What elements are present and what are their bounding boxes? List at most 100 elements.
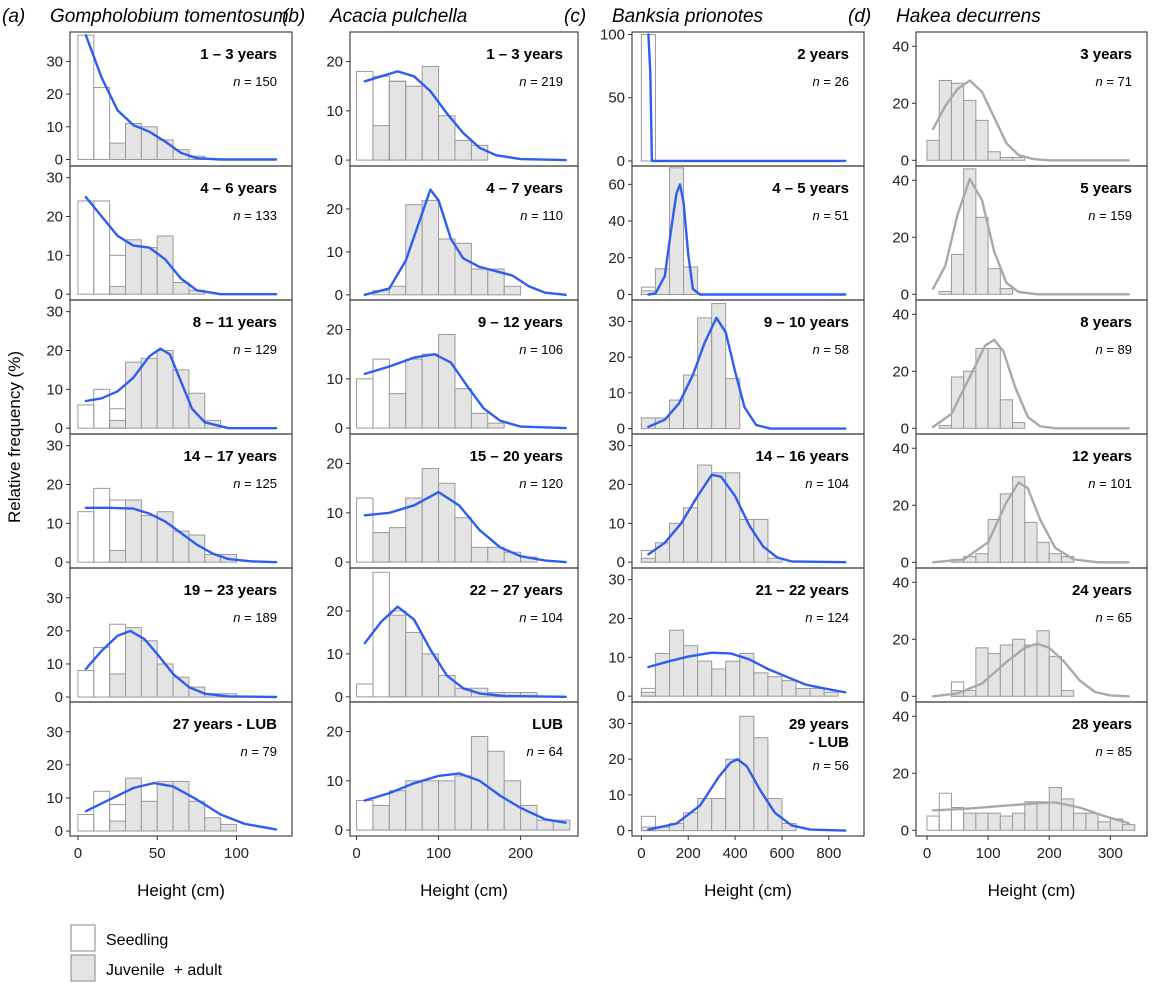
n-symbol: n bbox=[812, 74, 819, 89]
bar-juvenile bbox=[767, 676, 783, 697]
bar-juvenile bbox=[470, 268, 489, 296]
y-tick-label: 20 bbox=[326, 201, 343, 218]
facet-age-label: 4 – 7 years bbox=[486, 180, 563, 197]
y-tick-label: 0 bbox=[901, 420, 909, 437]
bar-juvenile bbox=[725, 472, 741, 563]
facet-age-label: 1 – 3 years bbox=[200, 46, 277, 63]
bar-juvenile bbox=[725, 378, 741, 430]
x-tick-label: 0 bbox=[637, 845, 645, 862]
bar-juvenile bbox=[388, 80, 407, 161]
facet: 0 10 20 15 – 20 years n = 120 bbox=[326, 433, 579, 571]
bar-juvenile bbox=[487, 750, 505, 831]
bar-juvenile bbox=[999, 399, 1014, 429]
bar-juvenile bbox=[668, 167, 685, 295]
n-symbol: n bbox=[519, 342, 526, 357]
bar-juvenile bbox=[388, 790, 407, 831]
bar-juvenile bbox=[1048, 553, 1062, 563]
x-tick-label: 100 bbox=[224, 845, 249, 862]
y-tick-label: 0 bbox=[55, 689, 63, 706]
bar-juvenile bbox=[438, 333, 456, 429]
bar-juvenile bbox=[654, 652, 670, 697]
bar-seedling bbox=[356, 683, 374, 698]
x-tick-label: 100 bbox=[976, 845, 1001, 862]
x-tick-label: 0 bbox=[352, 845, 360, 862]
bar-juvenile bbox=[405, 631, 423, 698]
bar-juvenile bbox=[1012, 156, 1026, 161]
facet-age-label: 21 – 22 years bbox=[756, 582, 849, 599]
bar-juvenile bbox=[987, 812, 1001, 831]
bar-juvenile bbox=[388, 527, 407, 563]
bar-juvenile bbox=[454, 517, 472, 563]
facet-n-label: n = 106 bbox=[519, 342, 563, 357]
facet-age-label: LUB bbox=[532, 716, 563, 733]
bar-juvenile bbox=[711, 303, 727, 430]
facet: 0 20 40 12 years n = 101 bbox=[892, 433, 1148, 571]
facet-n-label: n = 133 bbox=[233, 208, 277, 223]
y-tick-label: 60 bbox=[608, 176, 625, 193]
y-tick-label: 40 bbox=[892, 574, 909, 591]
y-tick-label: 0 bbox=[55, 554, 63, 571]
n-value: = 51 bbox=[820, 208, 849, 223]
n-symbol: n bbox=[519, 74, 526, 89]
bar-seedling bbox=[77, 34, 95, 160]
y-tick-label: 20 bbox=[46, 208, 63, 225]
bar-juvenile bbox=[372, 804, 390, 831]
y-tick-label: 10 bbox=[608, 515, 625, 532]
n-value: = 101 bbox=[1095, 476, 1132, 491]
y-tick-label: 10 bbox=[326, 773, 343, 790]
panel-letter: (c) bbox=[564, 6, 586, 27]
bar-seedling bbox=[950, 681, 965, 697]
panel-2: (b) Acacia pulchella 0 10 20 1 – 3 years n = 2… bbox=[282, 6, 579, 900]
facet-age-label: 4 – 5 years bbox=[772, 180, 849, 197]
bar-seedling bbox=[93, 646, 111, 698]
facet-age-label: 24 years bbox=[1072, 582, 1132, 599]
bar-juvenile bbox=[405, 780, 423, 831]
bar-juvenile bbox=[975, 812, 989, 831]
bar-juvenile bbox=[487, 268, 505, 296]
x-axis-title: Height (cm) bbox=[704, 881, 792, 900]
y-tick-label: 20 bbox=[46, 623, 63, 640]
bar-juvenile bbox=[999, 156, 1014, 161]
bar-juvenile bbox=[109, 673, 127, 698]
y-tick-label: 10 bbox=[46, 515, 63, 532]
facet: 0 20 40 24 years n = 65 bbox=[892, 567, 1148, 705]
legend-label-juvenile-adult: Juvenile + adult bbox=[106, 962, 223, 979]
bar-juvenile bbox=[1060, 690, 1075, 697]
bar-juvenile bbox=[1048, 655, 1062, 697]
n-value: = 189 bbox=[240, 610, 277, 625]
bar-juvenile bbox=[220, 823, 237, 832]
facet-age-label: 4 – 6 years bbox=[200, 180, 277, 197]
y-tick-label: 0 bbox=[55, 823, 63, 840]
bar-juvenile bbox=[975, 119, 989, 161]
bar-seedling bbox=[356, 378, 374, 429]
n-value: = 133 bbox=[240, 208, 277, 223]
facet-n-label: n = 65 bbox=[1095, 610, 1132, 625]
bar-juvenile bbox=[987, 268, 1001, 295]
bar-juvenile bbox=[421, 199, 440, 296]
y-tick-label: 40 bbox=[892, 172, 909, 189]
bar-juvenile bbox=[640, 557, 656, 563]
bar-juvenile bbox=[1085, 812, 1099, 831]
y-tick-label: 40 bbox=[892, 38, 909, 55]
bar-juvenile bbox=[140, 247, 158, 295]
n-value: = 110 bbox=[527, 208, 563, 223]
bar-seedling bbox=[372, 571, 390, 698]
facet-n-label: n = 124 bbox=[805, 610, 849, 625]
bar-juvenile bbox=[697, 797, 713, 832]
n-symbol: n bbox=[233, 74, 240, 89]
bar-juvenile bbox=[454, 139, 472, 161]
n-symbol: n bbox=[233, 476, 240, 491]
x-axis-title: Height (cm) bbox=[420, 881, 508, 900]
facet-age-label: 14 – 16 years bbox=[756, 448, 849, 465]
bar-juvenile bbox=[140, 515, 158, 563]
n-symbol: n bbox=[812, 758, 819, 773]
facet-n-label: n = 189 bbox=[233, 610, 277, 625]
density-curve bbox=[84, 629, 278, 699]
density-curve bbox=[84, 506, 278, 564]
facet-age-label: 5 years bbox=[1080, 180, 1132, 197]
bar-seedling bbox=[356, 800, 374, 831]
y-tick-label: 0 bbox=[901, 688, 909, 705]
panel-4: (d) Hakea decurrens 0 20 40 3 years n = 71 0 20 4… bbox=[848, 6, 1148, 900]
facet-age-label: 27 years - LUB bbox=[173, 716, 277, 733]
